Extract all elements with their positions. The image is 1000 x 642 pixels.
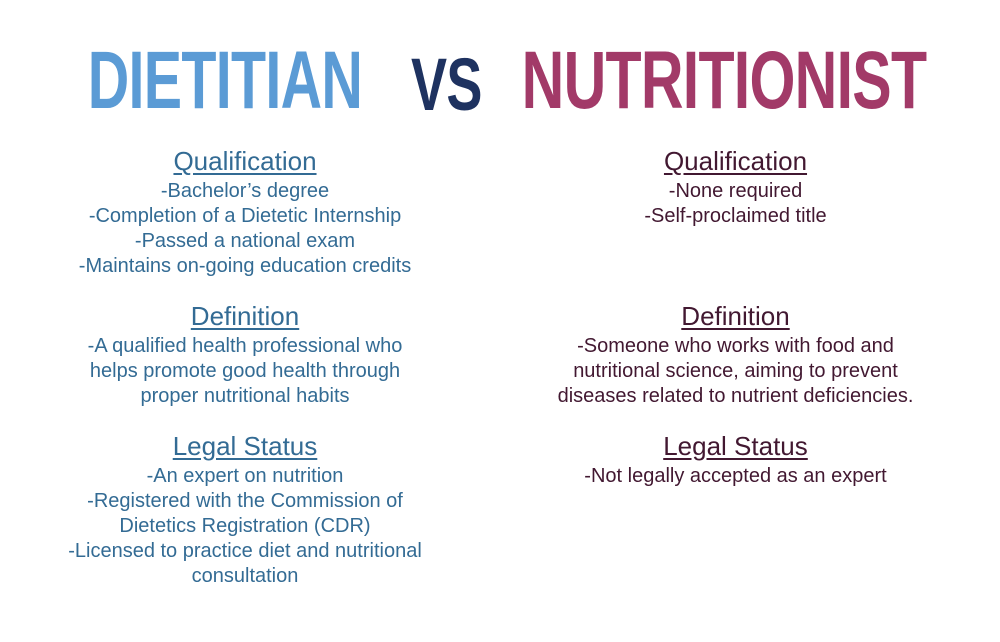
- title-dietitian-text: DIETITIAN: [87, 35, 363, 126]
- dietitian-qualification-section: Qualification -Bachelor’s degree -Comple…: [65, 146, 425, 279]
- bullet-item: -Not legally accepted as an expert: [584, 465, 887, 487]
- dietitian-legal-status-heading: Legal Status: [172, 431, 318, 461]
- dietitian-definition-heading: Definition: [190, 301, 300, 331]
- bullet-item: -Maintains on-going education credits: [78, 255, 412, 277]
- nutritionist-column: Qualification -None required -Self-procl…: [533, 0, 938, 642]
- dietitian-qualification-heading: Qualification: [173, 146, 317, 176]
- title-vs-text: VS: [410, 43, 482, 126]
- bullet-item: -None required: [668, 180, 803, 202]
- nutritionist-definition-section: Definition -Someone who works with food …: [533, 301, 938, 409]
- bullet-item: -Someone who works with food and nutriti…: [557, 335, 914, 407]
- title-nutritionist-text: NUTRITIONIST: [521, 35, 927, 126]
- nutritionist-qualification-section: Qualification -None required -Self-procl…: [533, 146, 938, 229]
- bullet-item: -Bachelor’s degree: [160, 180, 330, 202]
- nutritionist-qualification-heading: Qualification: [663, 146, 808, 176]
- dietitian-legal-status-section: Legal Status -An expert on nutrition -Re…: [65, 431, 425, 589]
- title-vs: VS: [346, 48, 546, 122]
- nutritionist-legal-status-section: Legal Status -Not legally accepted as an…: [533, 431, 938, 489]
- bullet-item: -Completion of a Dietetic Internship: [88, 205, 402, 227]
- bullet-item: -Passed a national exam: [134, 230, 356, 252]
- nutritionist-legal-status-heading: Legal Status: [663, 431, 808, 461]
- title-nutritionist: NUTRITIONIST: [424, 40, 1000, 122]
- bullet-item: -An expert on nutrition: [146, 465, 344, 487]
- nutritionist-definition-heading: Definition: [681, 301, 790, 331]
- title-dietitian: DIETITIAN: [25, 40, 425, 122]
- bullet-item: -Registered with the Commission of Diete…: [87, 490, 403, 537]
- bullet-item: -Self-proclaimed title: [644, 205, 827, 227]
- dietitian-definition-section: Definition -A qualified health professio…: [65, 301, 425, 409]
- dietitian-column: Qualification -Bachelor’s degree -Comple…: [65, 0, 425, 642]
- bullet-item: -A qualified health professional who hel…: [87, 335, 403, 407]
- bullet-item: -Licensed to practice diet and nutrition…: [68, 540, 422, 587]
